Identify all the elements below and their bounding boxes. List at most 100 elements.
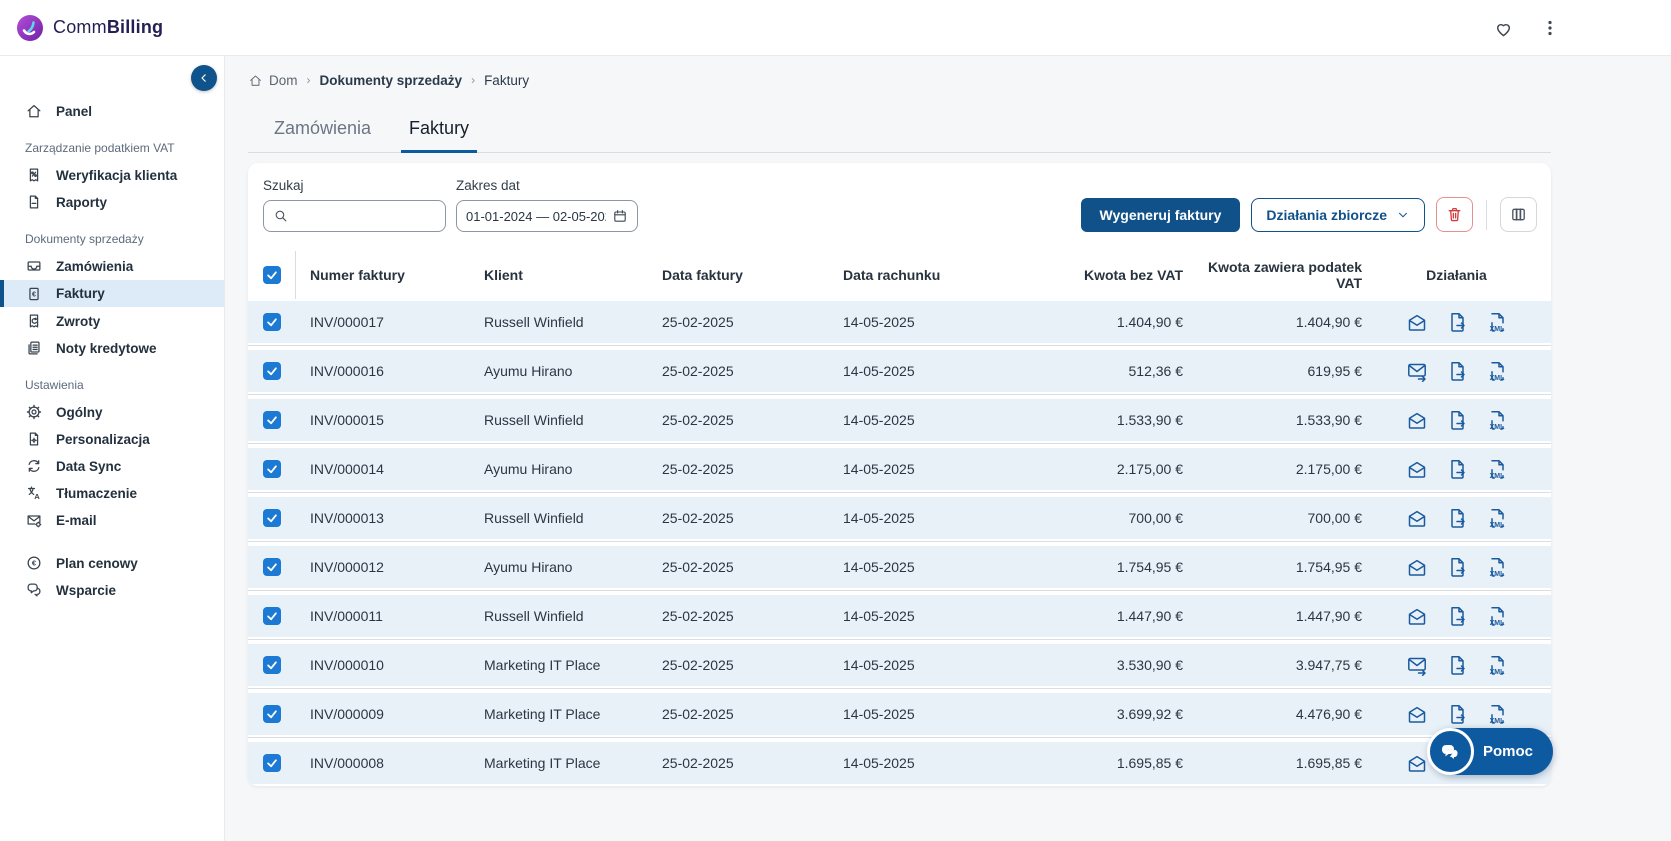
col-data-faktury: Data faktury [662, 267, 743, 283]
sidebar-item-faktury[interactable]: € Faktury [0, 280, 224, 307]
columns-icon [1509, 205, 1528, 224]
send-email-icon[interactable] [1406, 409, 1428, 431]
credit-notes-icon [25, 339, 43, 357]
date-range-input[interactable]: 01-01-2024 — 02-05-202 [456, 200, 638, 232]
action-bar: Wygeneruj faktury Działania zbiorcze [1080, 197, 1537, 232]
sidebar-item-personalizacja[interactable]: Personalizacja [0, 426, 224, 452]
invoice-euro-icon: € [25, 285, 43, 303]
col-data-rachunku: Data rachunku [843, 267, 941, 283]
col-kwota-z-vat: Kwota zawiera podatek VAT [1207, 259, 1362, 291]
export-file-icon[interactable] [1446, 458, 1468, 480]
export-file-icon[interactable] [1446, 654, 1468, 676]
sidebar-collapse-button[interactable] [191, 65, 217, 91]
export-xml-icon[interactable] [1486, 458, 1508, 480]
row-checkbox[interactable] [263, 460, 281, 478]
row-checkbox[interactable] [263, 656, 281, 674]
row-checkbox[interactable] [263, 705, 281, 723]
row-checkbox[interactable] [263, 754, 281, 772]
favorites-heart-icon[interactable] [1493, 18, 1514, 39]
send-email-icon[interactable] [1406, 654, 1428, 676]
send-email-icon[interactable] [1406, 556, 1428, 578]
sidebar-item-ogolny[interactable]: Ogólny [0, 399, 224, 425]
export-xml-icon[interactable] [1486, 703, 1508, 725]
sidebar: Panel Zarządzanie podatkiem VAT Weryfika… [0, 56, 225, 841]
export-xml-icon[interactable] [1486, 360, 1508, 382]
table-row[interactable]: INV/000009 Marketing IT Place 25-02-2025… [248, 693, 1551, 735]
export-file-icon[interactable] [1446, 556, 1468, 578]
export-file-icon[interactable] [1446, 409, 1468, 431]
send-email-icon[interactable] [1406, 703, 1428, 725]
help-button[interactable]: Pomoc [1426, 728, 1553, 775]
tab-zamowienia[interactable]: Zamówienia [274, 118, 372, 138]
row-checkbox[interactable] [263, 558, 281, 576]
export-xml-icon[interactable] [1486, 507, 1508, 529]
sidebar-section-vat: Zarządzanie podatkiem VAT [25, 141, 175, 155]
send-email-icon[interactable] [1406, 507, 1428, 529]
sidebar-item-email[interactable]: E-mail [0, 507, 224, 533]
app-logo[interactable]: CommBilling [16, 14, 163, 42]
kebab-menu-icon[interactable] [1541, 19, 1559, 37]
table-row[interactable]: INV/000015 Russell Winfield 25-02-2025 1… [248, 399, 1551, 441]
send-email-icon[interactable] [1406, 458, 1428, 480]
search-icon [273, 208, 289, 224]
col-numer-faktury: Numer faktury [310, 267, 405, 283]
export-file-icon[interactable] [1446, 703, 1468, 725]
euro-circle-icon: € [25, 554, 43, 572]
export-file-icon[interactable] [1446, 311, 1468, 333]
export-xml-icon[interactable] [1486, 409, 1508, 431]
row-checkbox[interactable] [263, 607, 281, 625]
breadcrumb: Dom › Dokumenty sprzedaży › Faktury [248, 70, 1551, 90]
export-xml-icon[interactable] [1486, 311, 1508, 333]
support-chat-icon [25, 581, 43, 599]
sidebar-item-data-sync[interactable]: Data Sync [0, 453, 224, 479]
delete-button[interactable] [1436, 197, 1473, 232]
breadcrumb-dokumenty[interactable]: Dokumenty sprzedaży [319, 72, 463, 88]
svg-text:€: € [32, 289, 36, 298]
send-email-icon[interactable] [1406, 311, 1428, 333]
sidebar-item-noty-kredytowe[interactable]: Noty kredytowe [0, 335, 224, 361]
col-dzialania: Działania [1426, 267, 1487, 283]
table-row[interactable]: INV/000011 Russell Winfield 25-02-2025 1… [248, 595, 1551, 637]
sidebar-item-weryfikacja-klienta[interactable]: Weryfikacja klienta [0, 162, 224, 188]
table-row[interactable]: INV/000014 Ayumu Hirano 25-02-2025 14-05… [248, 448, 1551, 490]
tab-faktury[interactable]: Faktury [401, 118, 478, 153]
breadcrumb-home[interactable]: Dom [248, 73, 298, 88]
send-email-icon[interactable] [1406, 752, 1428, 774]
send-email-icon[interactable] [1406, 605, 1428, 627]
sidebar-item-zwroty[interactable]: Zwroty [0, 308, 224, 334]
row-checkbox[interactable] [263, 362, 281, 380]
select-all-checkbox[interactable] [262, 266, 281, 284]
return-receipt-icon [25, 312, 43, 330]
table-row[interactable]: INV/000017 Russell Winfield 25-02-2025 1… [248, 301, 1551, 343]
personalization-icon [25, 430, 43, 448]
row-checkbox[interactable] [263, 313, 281, 331]
generate-invoices-button[interactable]: Wygeneruj faktury [1080, 197, 1241, 232]
sidebar-item-wsparcie[interactable]: Wsparcie [0, 577, 224, 603]
sidebar-item-zamowienia[interactable]: Zamówienia [0, 253, 224, 279]
export-file-icon[interactable] [1446, 507, 1468, 529]
sidebar-item-panel[interactable]: Panel [0, 98, 224, 124]
table-row[interactable]: INV/000016 Ayumu Hirano 25-02-2025 14-05… [248, 350, 1551, 392]
table-row[interactable]: INV/000010 Marketing IT Place 25-02-2025… [248, 644, 1551, 686]
send-email-icon[interactable] [1406, 360, 1428, 382]
sidebar-item-plan-cenowy[interactable]: € Plan cenowy [0, 550, 224, 576]
table-row[interactable]: INV/000008 Marketing IT Place 25-02-2025… [248, 742, 1551, 784]
sidebar-item-raporty[interactable]: Raporty [0, 189, 224, 215]
row-checkbox[interactable] [263, 509, 281, 527]
table-body: INV/000017 Russell Winfield 25-02-2025 1… [248, 301, 1551, 784]
export-xml-icon[interactable] [1486, 654, 1508, 676]
help-label: Pomoc [1482, 743, 1533, 760]
columns-settings-button[interactable] [1500, 197, 1537, 232]
table-row[interactable]: INV/000013 Russell Winfield 25-02-2025 1… [248, 497, 1551, 539]
export-xml-icon[interactable] [1486, 605, 1508, 627]
export-xml-icon[interactable] [1486, 556, 1508, 578]
bulk-actions-button[interactable]: Działania zbiorcze [1251, 197, 1425, 232]
breadcrumb-separator: › [306, 73, 311, 87]
table-row[interactable]: INV/000012 Ayumu Hirano 25-02-2025 14-05… [248, 546, 1551, 588]
search-input[interactable] [296, 208, 436, 224]
row-checkbox[interactable] [263, 411, 281, 429]
sidebar-item-tlumaczenie[interactable]: A Tłumaczenie [0, 480, 224, 506]
sidebar-section-ustawienia: Ustawienia [25, 378, 84, 392]
export-file-icon[interactable] [1446, 605, 1468, 627]
export-file-icon[interactable] [1446, 360, 1468, 382]
